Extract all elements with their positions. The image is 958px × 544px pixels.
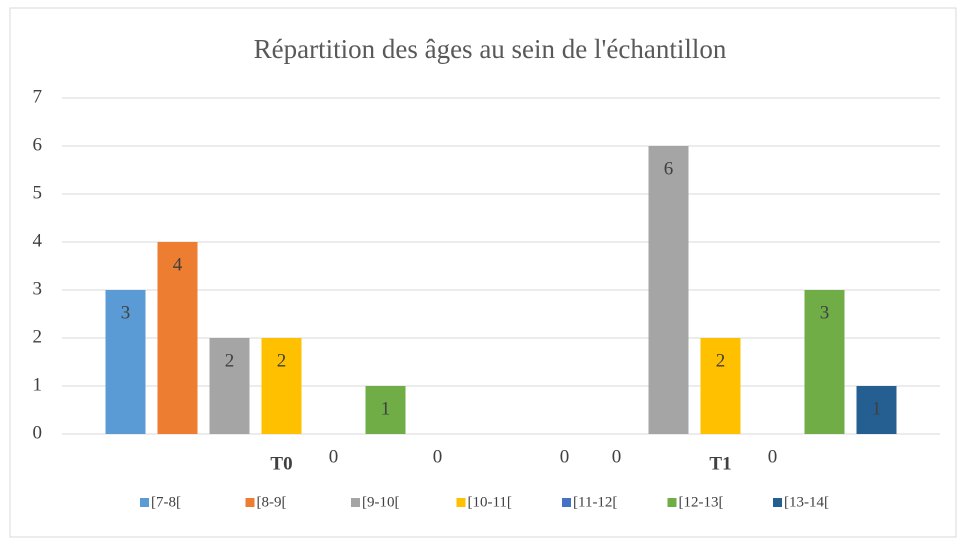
legend-label: [10-11[ [468, 494, 512, 510]
data-label: 0 [329, 446, 339, 467]
legend-swatch [456, 498, 466, 507]
bar [365, 386, 406, 434]
y-tick-label: 2 [33, 326, 43, 347]
legend-swatch [667, 498, 677, 507]
bar [804, 290, 845, 434]
data-label: 0 [612, 446, 622, 467]
data-label: 4 [173, 254, 183, 275]
data-label: 0 [768, 446, 778, 467]
legend-label: [12-13[ [679, 494, 724, 510]
x-tick-label: T1 [709, 453, 731, 474]
bar [157, 242, 198, 434]
data-label: 1 [872, 398, 882, 419]
data-label: 0 [560, 446, 570, 467]
bar [105, 290, 146, 434]
legend-label: [13-14[ [784, 494, 829, 510]
y-tick-label: 0 [33, 422, 43, 443]
legend-label: [7-8[ [151, 494, 181, 510]
x-tick-label: T0 [270, 453, 292, 474]
legend-swatch [245, 498, 255, 507]
y-tick-label: 7 [33, 86, 43, 107]
data-label: 2 [225, 350, 235, 371]
data-label: 0 [433, 446, 443, 467]
data-label: 1 [381, 398, 391, 419]
legend-swatch [562, 498, 571, 507]
legend-label: [8-9[ [257, 494, 287, 510]
data-label: 3 [121, 302, 131, 323]
y-tick-label: 1 [33, 374, 43, 395]
bar [700, 338, 741, 434]
y-tick-label: 6 [33, 134, 43, 155]
legend-swatch [773, 498, 782, 507]
y-tick-label: 4 [33, 230, 43, 251]
data-label: 2 [716, 350, 726, 371]
bar [856, 386, 897, 434]
legend-label: [11-12[ [573, 494, 617, 510]
legend-label: [9-10[ [362, 494, 400, 510]
legend-swatch [140, 498, 149, 507]
data-label: 6 [664, 158, 674, 179]
legend-swatch [351, 498, 360, 507]
bar [648, 146, 689, 434]
y-tick-label: 5 [33, 182, 43, 203]
chart-border [9, 7, 957, 538]
data-label: 3 [820, 302, 830, 323]
bar [209, 338, 250, 434]
chart-title: Répartition des âges au sein de l'échant… [254, 34, 727, 64]
y-tick-label: 3 [33, 278, 43, 299]
data-label: 2 [277, 350, 287, 371]
bar [261, 338, 302, 434]
